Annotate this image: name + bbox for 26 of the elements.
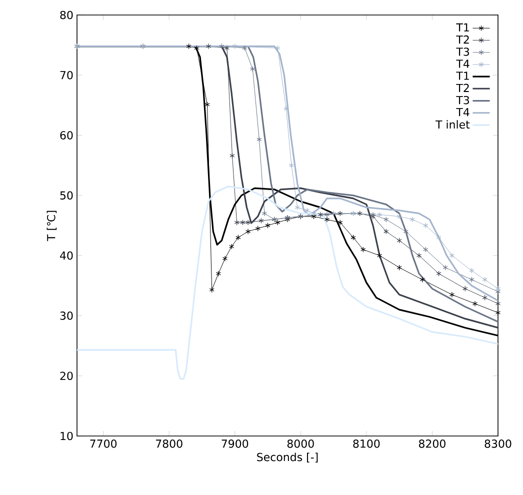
y-tick-label: 30 bbox=[60, 312, 73, 320]
x-tick-label: 8300 bbox=[484, 440, 512, 448]
legend-label: T1 bbox=[456, 72, 469, 80]
legend-label: T inlet bbox=[436, 120, 470, 129]
x-tick-label: 7700 bbox=[90, 440, 117, 448]
x-tick-label: 8100 bbox=[353, 440, 380, 448]
y-tick-label: 60 bbox=[60, 131, 73, 140]
x-tick-label: 7900 bbox=[222, 440, 248, 448]
x-axis-title: Seconds [-] bbox=[257, 452, 318, 463]
legend-label: T2 bbox=[456, 84, 469, 92]
legend-label: T4 bbox=[456, 60, 470, 68]
legend-label: T4 bbox=[456, 108, 470, 116]
x-tick-label: 8000 bbox=[287, 440, 314, 448]
x-tick-label: 7800 bbox=[156, 440, 182, 448]
legend-label: T3 bbox=[456, 96, 470, 104]
y-tick-label: 10 bbox=[60, 432, 73, 440]
y-tick-label: 70 bbox=[60, 70, 73, 80]
y-tick-label: 40 bbox=[60, 251, 73, 260]
y-tick-label: 50 bbox=[60, 191, 73, 200]
y-tick-label: 20 bbox=[60, 372, 73, 380]
legend-label: T3 bbox=[456, 48, 470, 56]
legend-label: T1 bbox=[456, 23, 469, 32]
x-tick-label: 8200 bbox=[418, 440, 446, 448]
y-axis-title: T [℃] bbox=[46, 210, 57, 242]
legend-label: T2 bbox=[456, 35, 469, 44]
y-tick-label: 80 bbox=[60, 10, 73, 20]
